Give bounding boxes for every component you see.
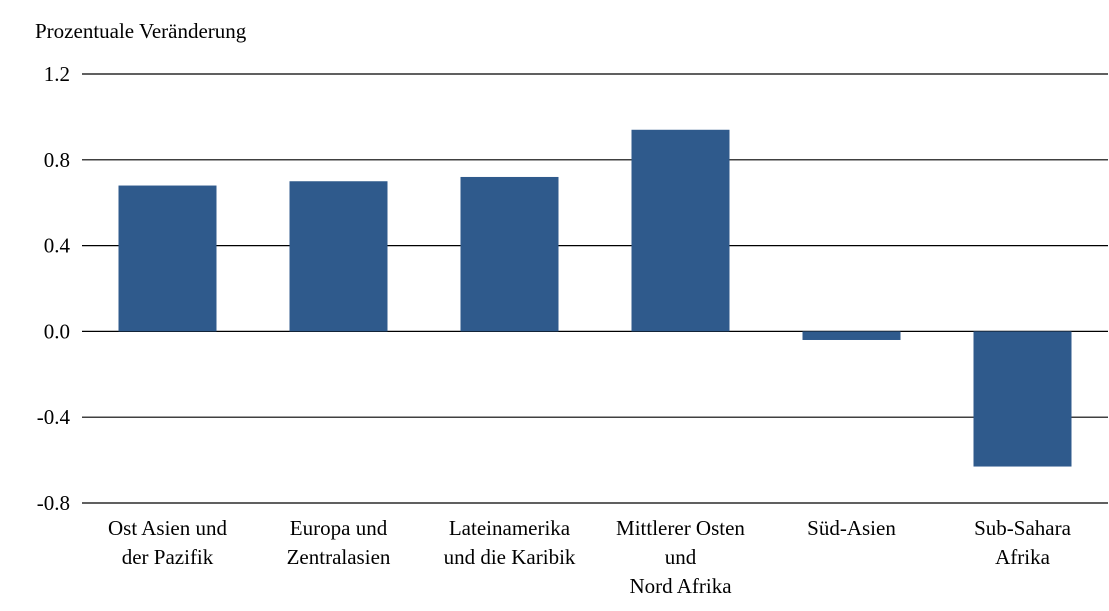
gridlines <box>82 73 1108 504</box>
bar <box>802 331 901 340</box>
bar <box>460 176 559 332</box>
category-label: Lateinamerika und die Karibik <box>444 516 576 569</box>
bar <box>118 185 217 332</box>
bars <box>118 129 1072 467</box>
y-tick-label: -0.8 <box>37 491 70 515</box>
bar <box>289 181 388 332</box>
bar <box>631 129 730 332</box>
category-label: Ost Asien und der Pazifik <box>108 516 228 569</box>
y-tick-label: 0.4 <box>44 234 71 258</box>
category-label: Europa und Zentralasien <box>287 516 391 569</box>
category-labels: Ost Asien und der Pazifik Europa und Zentra… <box>108 516 1072 598</box>
y-axis-label: Prozentuale Veränderung <box>35 19 247 43</box>
y-tick-label: 0.8 <box>44 148 70 172</box>
y-tick-label: 0.0 <box>44 319 70 343</box>
y-tick-label: 1.2 <box>44 62 70 86</box>
category-label: Süd-Asien <box>807 516 896 540</box>
category-label: Mittlerer Osten und Nord Afrika <box>616 516 745 598</box>
category-label: Sub-Sahara Afrika <box>974 516 1071 569</box>
y-tick-label: -0.4 <box>37 405 71 429</box>
y-tick-labels: 1.2 0.8 0.4 0.0 -0.4 -0.8 <box>37 62 71 515</box>
bar <box>973 331 1072 467</box>
